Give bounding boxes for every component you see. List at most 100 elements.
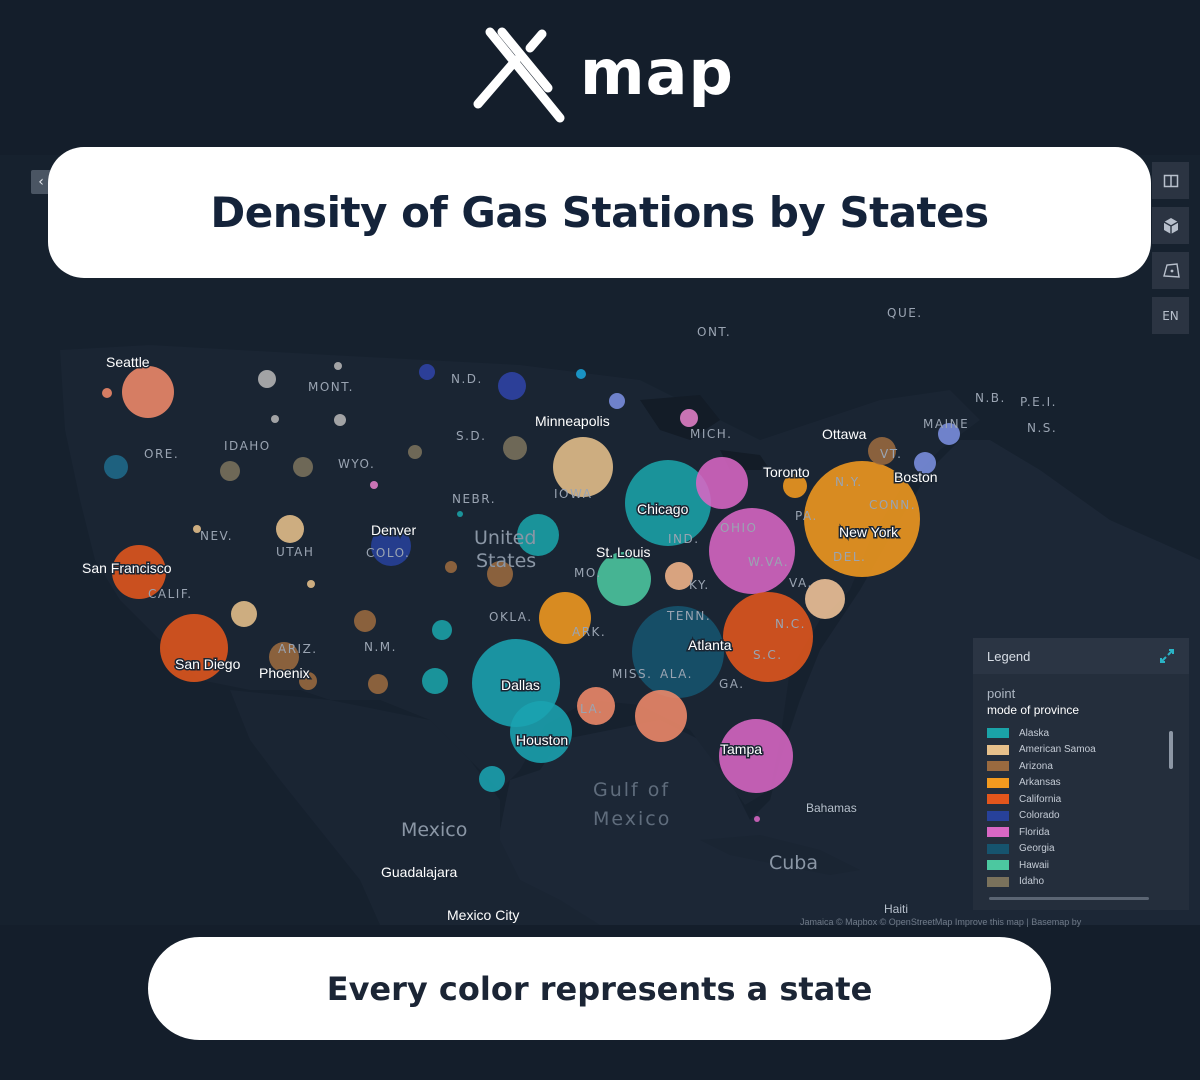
gas-station-bubble[interactable]	[625, 460, 711, 546]
state-label: CONN.	[869, 498, 916, 512]
gas-station-bubble[interactable]	[419, 364, 435, 380]
gas-station-bubble[interactable]	[914, 452, 936, 474]
gas-station-bubble[interactable]	[307, 580, 315, 588]
split-panel-icon	[1163, 174, 1178, 187]
state-label: NEBR.	[452, 492, 496, 506]
x-logo-icon	[473, 27, 565, 123]
gas-station-bubble[interactable]	[276, 515, 304, 543]
gas-station-bubble[interactable]	[680, 409, 698, 427]
country-label: States	[476, 550, 536, 572]
gas-station-bubble[interactable]	[299, 672, 317, 690]
gas-station-bubble[interactable]	[665, 562, 693, 590]
gas-station-bubble[interactable]	[445, 561, 457, 573]
gas-station-bubble[interactable]	[271, 415, 279, 423]
city-label: Mexico City	[447, 907, 519, 923]
gas-station-bubble[interactable]	[354, 610, 376, 632]
legend-item: Georgia	[987, 841, 1175, 858]
gas-station-bubble[interactable]	[597, 552, 651, 606]
gas-station-bubble[interactable]	[220, 461, 240, 481]
state-label: MAINE	[923, 417, 969, 431]
brand-logo: map	[472, 24, 734, 128]
draw-polygon-button[interactable]	[1152, 252, 1189, 289]
3d-view-button[interactable]	[1152, 207, 1189, 244]
map-svg[interactable]: MONT. IDAHO ORE. WYO. NEV. UTAH COLO. CA…	[0, 155, 1200, 925]
gas-station-bubble[interactable]	[293, 457, 313, 477]
state-label: N.D.	[451, 372, 483, 386]
map-canvas[interactable]: MONT. IDAHO ORE. WYO. NEV. UTAH COLO. CA…	[0, 155, 1200, 925]
gas-station-bubble[interactable]	[432, 620, 452, 640]
gas-station-bubble[interactable]	[553, 437, 613, 497]
legend-item: Florida	[987, 824, 1175, 841]
gas-station-bubble[interactable]	[635, 690, 687, 742]
city-label: San Diego	[175, 656, 241, 672]
state-label: WYO.	[338, 457, 375, 471]
gas-station-bubble[interactable]	[723, 592, 813, 682]
gas-station-bubble[interactable]	[805, 579, 845, 619]
gas-station-bubble[interactable]	[371, 526, 411, 566]
legend-horizontal-scrollbar[interactable]	[989, 897, 1149, 900]
gas-station-bubble[interactable]	[370, 481, 378, 489]
collapse-panel-button[interactable]: ‹	[31, 170, 51, 194]
legend-item: Arkansas	[987, 775, 1175, 792]
legend-layer-name: point	[987, 686, 1016, 701]
gas-station-bubble[interactable]	[517, 514, 559, 556]
state-label: DEL.	[833, 550, 866, 564]
gas-station-bubble[interactable]	[102, 388, 112, 398]
gas-station-bubble[interactable]	[368, 674, 388, 694]
gas-station-bubble[interactable]	[104, 455, 128, 479]
gas-station-bubble[interactable]	[160, 614, 228, 682]
state-label: N.M.	[364, 640, 397, 654]
gas-station-bubble[interactable]	[783, 474, 807, 498]
title-card: Density of Gas Stations by States	[48, 147, 1151, 278]
gas-station-bubble[interactable]	[632, 606, 724, 698]
city-label: Bahamas	[806, 801, 857, 815]
gas-station-bubble[interactable]	[576, 369, 586, 379]
state-label: N.Y.	[835, 475, 863, 489]
legend-item: Alaska	[987, 725, 1175, 742]
split-view-button[interactable]	[1152, 162, 1189, 199]
gas-station-bubble[interactable]	[754, 816, 760, 822]
gas-station-bubble[interactable]	[510, 701, 572, 763]
legend-swatch	[987, 827, 1009, 838]
city-label: Toronto	[763, 464, 810, 480]
gas-station-bubble[interactable]	[193, 525, 201, 533]
city-label: Minneapolis	[535, 413, 610, 429]
gas-station-bubble[interactable]	[868, 437, 896, 465]
gas-station-bubble[interactable]	[539, 592, 591, 644]
legend-item-label: Arizona	[1019, 760, 1053, 772]
legend-header: Legend	[973, 638, 1189, 674]
collapse-legend-icon[interactable]	[1159, 648, 1175, 664]
gas-station-bubble[interactable]	[334, 414, 346, 426]
legend-swatch	[987, 761, 1009, 772]
gas-station-bubble[interactable]	[269, 642, 299, 672]
legend-item: Hawaii	[987, 857, 1175, 874]
legend-scrollbar[interactable]	[1169, 731, 1173, 769]
gas-station-bubble[interactable]	[422, 668, 448, 694]
gas-station-bubble[interactable]	[804, 461, 920, 577]
gas-station-bubble[interactable]	[457, 511, 463, 517]
legend-item-label: Florida	[1019, 826, 1050, 838]
legend-swatch	[987, 876, 1009, 887]
city-label: Phoenix	[259, 665, 310, 681]
gas-station-bubble[interactable]	[122, 366, 174, 418]
language-button[interactable]: EN	[1152, 297, 1189, 334]
gas-station-bubble[interactable]	[503, 436, 527, 460]
mexico-landmass	[230, 690, 600, 925]
gas-station-bubble[interactable]	[498, 372, 526, 400]
gas-station-bubble[interactable]	[487, 561, 513, 587]
gas-station-bubble[interactable]	[709, 508, 795, 594]
gas-station-bubble[interactable]	[334, 362, 342, 370]
gas-station-bubble[interactable]	[479, 766, 505, 792]
gas-station-bubble[interactable]	[112, 545, 166, 599]
gas-station-bubble[interactable]	[938, 423, 960, 445]
gas-station-bubble[interactable]	[231, 601, 257, 627]
gas-station-bubble[interactable]	[408, 445, 422, 459]
gas-station-bubble[interactable]	[719, 719, 793, 793]
gas-station-bubble[interactable]	[696, 457, 748, 509]
gas-station-bubble[interactable]	[258, 370, 276, 388]
legend-list: Alaska American Samoa Arizona Arkansas Calif…	[987, 725, 1175, 890]
gas-station-bubble[interactable]	[609, 393, 625, 409]
gas-station-bubble[interactable]	[577, 687, 615, 725]
state-label: MO.	[574, 566, 602, 580]
map-attribution[interactable]: Jamaica © Mapbox © OpenStreetMap Improve…	[800, 917, 1082, 927]
